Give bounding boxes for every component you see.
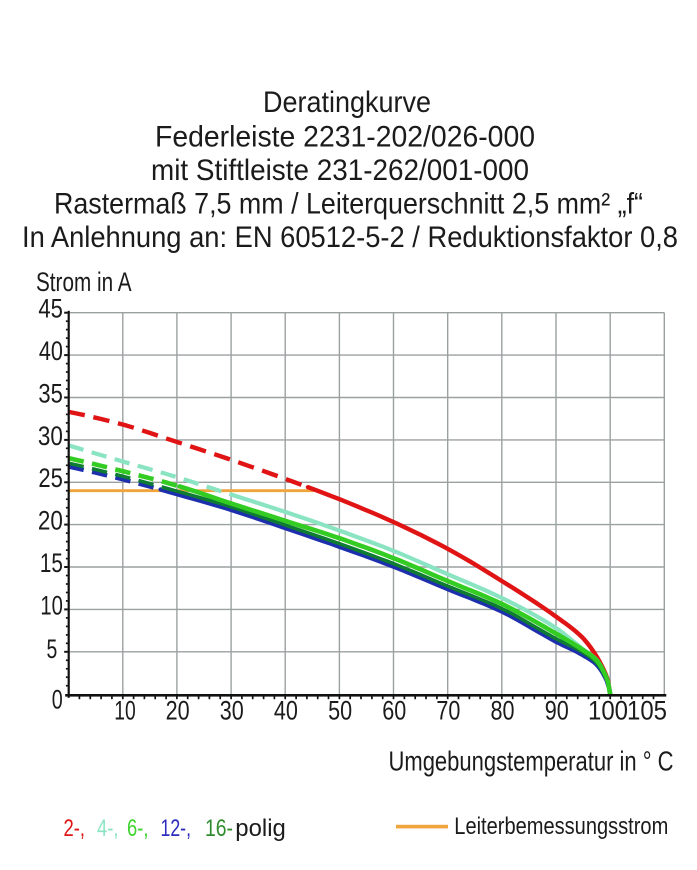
svg-text:80: 80 bbox=[491, 695, 515, 725]
svg-text:90: 90 bbox=[545, 695, 569, 725]
svg-text:60: 60 bbox=[382, 695, 406, 725]
svg-text:40: 40 bbox=[274, 695, 298, 725]
svg-text:4-,: 4-, bbox=[97, 815, 119, 842]
svg-text:105: 105 bbox=[627, 695, 667, 725]
svg-text:2-,: 2-, bbox=[64, 815, 86, 842]
svg-text:10: 10 bbox=[40, 590, 63, 620]
svg-text:mit Stiftleiste 231-262/001-00: mit Stiftleiste 231-262/001-000 bbox=[151, 154, 529, 187]
svg-text:50: 50 bbox=[328, 695, 352, 725]
svg-text:25: 25 bbox=[38, 463, 63, 493]
svg-text:100: 100 bbox=[588, 695, 628, 725]
svg-text:45: 45 bbox=[38, 294, 63, 324]
svg-text:20: 20 bbox=[38, 506, 63, 536]
svg-text:Rastermaß 7,5 mm / Leiterquers: Rastermaß 7,5 mm / Leiterquerschnitt 2,5… bbox=[54, 188, 643, 221]
svg-text:polig: polig bbox=[235, 815, 285, 842]
svg-text:5: 5 bbox=[47, 634, 58, 664]
svg-text:30: 30 bbox=[38, 421, 63, 451]
svg-text:16-: 16- bbox=[205, 815, 233, 842]
svg-text:In Anlehnung an: EN 60512-5-2: In Anlehnung an: EN 60512-5-2 / Reduktio… bbox=[22, 221, 678, 254]
svg-text:30: 30 bbox=[220, 695, 244, 725]
svg-text:10: 10 bbox=[114, 695, 136, 725]
svg-text:0: 0 bbox=[52, 684, 63, 714]
svg-text:Federleiste 2231-202/026-000: Federleiste 2231-202/026-000 bbox=[155, 121, 535, 154]
svg-text:Umgebungstemperatur in ° C: Umgebungstemperatur in ° C bbox=[389, 746, 674, 777]
svg-text:12-,: 12-, bbox=[161, 815, 192, 842]
svg-text:20: 20 bbox=[166, 695, 190, 725]
svg-text:6-,: 6-, bbox=[127, 815, 149, 842]
svg-text:Leiterbemessungsstrom: Leiterbemessungsstrom bbox=[454, 813, 668, 840]
svg-text:70: 70 bbox=[436, 695, 460, 725]
svg-text:35: 35 bbox=[38, 378, 63, 408]
svg-text:Deratingkurve: Deratingkurve bbox=[263, 86, 431, 119]
svg-text:Strom in A: Strom in A bbox=[36, 267, 132, 297]
svg-text:40: 40 bbox=[39, 336, 63, 366]
svg-text:15: 15 bbox=[40, 548, 63, 578]
